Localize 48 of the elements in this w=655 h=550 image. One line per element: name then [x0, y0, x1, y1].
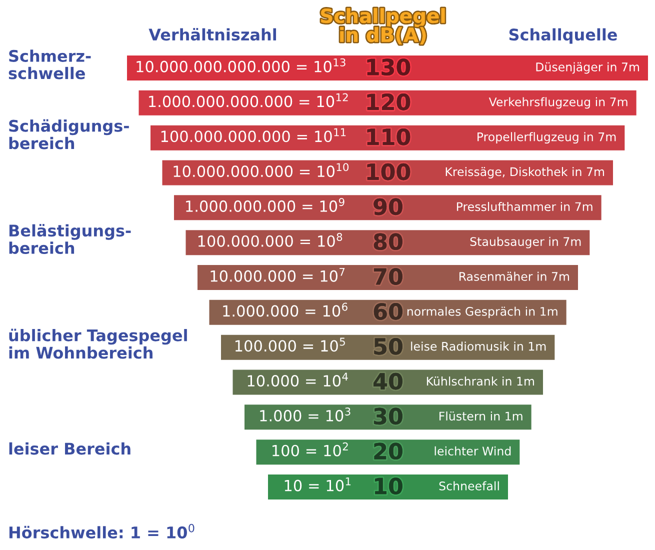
category-label: leichter Wind [434, 446, 511, 456]
text: Hörschwelle: 1 = 10$^{0}$ [9, 524, 194, 539]
data-label: 60 [374, 303, 402, 320]
data-label: 50 [374, 338, 402, 355]
data-label: 20 [374, 442, 402, 460]
text: üblicher Tagespegel im Wohnbereich [9, 328, 187, 359]
data-label: 40 [374, 372, 402, 390]
category-label: Flüstern in 1m [439, 411, 522, 421]
text: 100.000 = 10$^{5}$ [235, 338, 345, 352]
data-label: 110 [367, 128, 410, 146]
text: 10.000 = 10$^{4}$ [248, 372, 348, 387]
text: Belästigungs- bereich [9, 224, 131, 254]
category-label: Presslufthammer in 7m [456, 202, 592, 212]
category-label: Staubsauger in 7m [470, 236, 581, 248]
text: 100.000.000.000 = 10$^{11}$ [161, 128, 346, 142]
text: 10 = 10$^{1}$ [284, 477, 351, 492]
data-label: 90 [374, 198, 402, 216]
category-label: Verkehrsflugzeug in 7m [488, 97, 628, 109]
text: Schädigungs- bereich [9, 119, 129, 150]
text: Schmerz- schwelle [8, 50, 91, 80]
text: Schallquelle [509, 28, 617, 44]
data-label: 80 [374, 233, 402, 250]
text: 100 = 10$^{2}$ [272, 442, 348, 456]
category-label: Propellerflugzeug in 7m [478, 132, 616, 144]
text: leiser Bereich [9, 442, 130, 455]
text: 1.000 = 10$^{3}$ [260, 407, 350, 422]
text: 1.000.000.000 = 10$^{9}$ [186, 198, 344, 212]
text: 1.000.000 = 10$^{6}$ [223, 302, 348, 317]
category-label: leise Radiomusik in 1m [411, 342, 546, 351]
data-label: 30 [374, 408, 402, 425]
text: Verhältniszahl [148, 28, 276, 41]
data-label: 120 [367, 94, 410, 110]
data-label: 100 [367, 163, 410, 180]
text: 100.000.000 = 10$^{8}$ [198, 232, 342, 247]
category-label: Kreissäge, Diskothek in 7m [446, 167, 604, 178]
category-label: Kühlschrank in 1m [426, 376, 534, 386]
text: 10.000.000 = 10$^{7}$ [210, 268, 345, 282]
text: 1.000.000.000.000 = 10$^{12}$ [149, 93, 348, 108]
data-label: 10 [375, 478, 402, 494]
text: 10.000.000.000 = 10$^{10}$ [174, 163, 349, 178]
category-label: normales Gespräch in 1m [407, 306, 558, 318]
category-label: Rasenmäher in 7m [459, 272, 569, 281]
category-label: Schneefall [439, 481, 499, 490]
text: Schallpegel in dB(A) [321, 8, 445, 44]
data-label: 130 [367, 58, 410, 76]
data-label: 70 [374, 268, 402, 285]
category-label: Düsenjäger in 7m [536, 62, 639, 74]
text: 10.000.000.000.000 = 10$^{13}$ [136, 58, 346, 72]
